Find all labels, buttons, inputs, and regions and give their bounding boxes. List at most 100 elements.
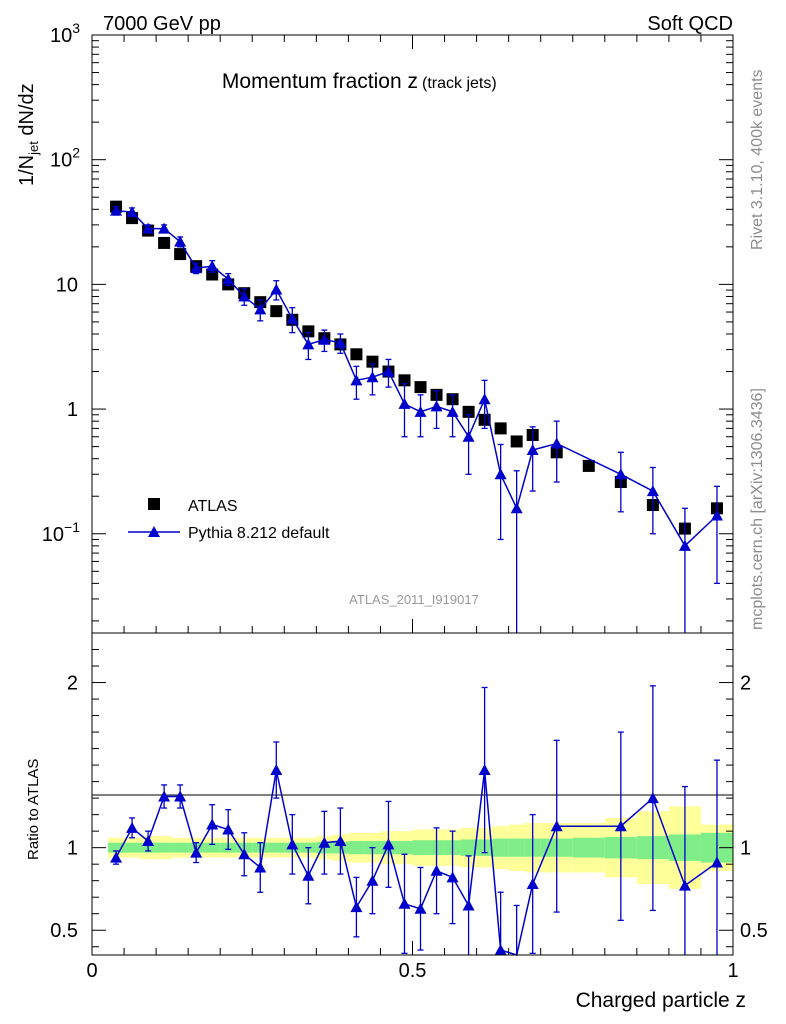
- atlas-point: [350, 348, 363, 361]
- ratio-point: [526, 877, 539, 889]
- pythia-point: [382, 365, 395, 377]
- ratio-point: [710, 856, 723, 868]
- ratio-band-inner: [108, 842, 125, 853]
- pythia-point: [678, 539, 691, 551]
- main-frame: [91, 34, 734, 634]
- pythia-point: [550, 437, 563, 449]
- ratio-point: [382, 838, 395, 850]
- ratio-point: [318, 836, 331, 848]
- ratio-point: [678, 879, 691, 891]
- atlas-point: [206, 268, 219, 281]
- pythia-point: [286, 312, 299, 324]
- ratio-point: [398, 897, 411, 909]
- main-panel: Momentum fraction z (track jets) ATLAS_2…: [16, 20, 734, 634]
- y-label-main: 1/N: [16, 155, 38, 186]
- ratio-y-tick-label: 2: [67, 673, 78, 695]
- pythia-point: [206, 260, 219, 272]
- pythia-point: [318, 333, 331, 345]
- ratio-band-inner: [492, 838, 509, 857]
- pythia-point: [510, 502, 523, 514]
- ratio-panel: 0.5 0.51 12 20 0.5 1 Ratio to ATLAS: [25, 632, 768, 982]
- ratio-point: [366, 874, 379, 886]
- legend: ATLAS Pythia 8.212 default: [128, 498, 330, 542]
- legend-atlas-label: ATLAS: [188, 498, 238, 515]
- x-tick-label: 0.5: [399, 960, 427, 982]
- ratio-point: [430, 864, 443, 876]
- pythia-point: [238, 290, 251, 302]
- pythia-point: [110, 204, 123, 216]
- ratio-point: [414, 902, 427, 914]
- ratio-point: [174, 790, 187, 802]
- x-axis-label: Charged particle z: [576, 989, 746, 1012]
- ratio-band-inner: [412, 840, 429, 856]
- pythia-point: [446, 405, 459, 417]
- ratio-point: [446, 871, 459, 883]
- ratio-band-inner: [572, 837, 605, 858]
- ratio-point: [110, 851, 123, 863]
- ratio-point: [270, 764, 283, 776]
- pythia-point: [614, 468, 627, 480]
- ratio-point: [190, 846, 203, 858]
- pythia-point: [222, 273, 235, 285]
- y-label-sub: jet: [26, 141, 41, 156]
- svg-text:1/Njet dN/dz: 1/Njet dN/dz: [16, 83, 41, 186]
- main-title: Momentum fraction z: [222, 70, 418, 93]
- ratio-point: [462, 899, 475, 911]
- ratio-band-inner: [268, 842, 285, 853]
- pythia-line: [115, 209, 718, 547]
- pythia-point: [158, 222, 171, 234]
- atlas-point: [270, 305, 283, 318]
- analysis-watermark: ATLAS_2011_I919017: [349, 592, 479, 607]
- pythia-point: [254, 303, 267, 315]
- atlas-point: [494, 422, 507, 435]
- ratio-point: [222, 823, 235, 835]
- pythia-point: [190, 262, 203, 274]
- ratio-point: [158, 790, 171, 802]
- atlas-point: [366, 355, 379, 368]
- y-tick-label: 10: [56, 274, 78, 296]
- energy-label: 7000 GeV pp: [103, 13, 221, 35]
- pythia-point: [126, 206, 139, 218]
- ratio-band-inner: [124, 842, 141, 853]
- ratio-band-inner: [204, 842, 221, 853]
- ratio-point: [286, 838, 299, 850]
- ratio-band-inner: [156, 842, 173, 853]
- ratio-point: [478, 764, 491, 776]
- ratio-band-inner: [348, 841, 365, 855]
- ratio-y-tick-label: 0.5: [50, 920, 78, 942]
- ratio-band-inner: [460, 839, 477, 856]
- ratio-point: [646, 792, 659, 804]
- ratio-point: [550, 820, 563, 832]
- source-label: mcplots.cern.ch [arXiv:1306.3436]: [749, 388, 766, 630]
- y-tick-label: 103: [50, 20, 80, 47]
- pythia-point: [302, 338, 315, 350]
- pythia-point: [646, 485, 659, 497]
- atlas-point: [302, 325, 315, 338]
- legend-pythia-marker: [148, 526, 160, 537]
- atlas-point: [582, 459, 595, 472]
- ratio-point: [238, 848, 251, 860]
- pythia-point: [366, 371, 379, 383]
- ratio-band-inner: [508, 838, 525, 857]
- y-tick-label: 1: [67, 399, 78, 421]
- pythia-point: [174, 235, 187, 247]
- y-label-tail: dN/dz: [16, 83, 38, 141]
- pythia-point: [526, 443, 539, 455]
- atlas-point: [510, 435, 523, 448]
- ratio-point: [254, 861, 267, 873]
- ratio-point: [142, 835, 155, 847]
- pythia-point: [414, 405, 427, 417]
- atlas-point: [158, 236, 171, 249]
- main-title-sub: (track jets): [422, 75, 497, 92]
- ratio-point: [302, 869, 315, 881]
- ratio-point: [334, 835, 347, 847]
- pythia-point: [398, 397, 411, 409]
- pythia-point: [462, 430, 475, 442]
- ratio-frame: [91, 632, 734, 956]
- pythia-point: [710, 509, 723, 521]
- category-label: Soft QCD: [647, 13, 733, 35]
- pythia-point: [494, 468, 507, 480]
- legend-atlas-marker: [148, 498, 160, 510]
- pythia-point: [350, 374, 363, 386]
